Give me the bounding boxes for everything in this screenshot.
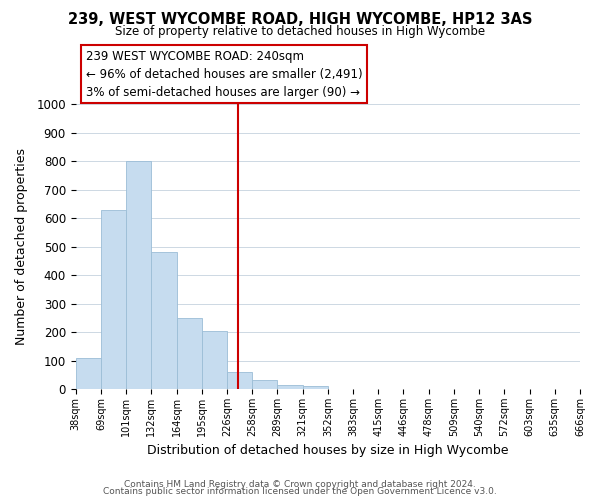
Bar <box>252 380 277 389</box>
Text: Contains HM Land Registry data © Crown copyright and database right 2024.: Contains HM Land Registry data © Crown c… <box>124 480 476 489</box>
Bar <box>176 318 202 389</box>
X-axis label: Distribution of detached houses by size in High Wycombe: Distribution of detached houses by size … <box>147 444 509 458</box>
Bar <box>126 161 151 389</box>
Bar <box>302 386 328 389</box>
Text: Size of property relative to detached houses in High Wycombe: Size of property relative to detached ho… <box>115 25 485 38</box>
Bar <box>277 385 302 389</box>
Text: 239 WEST WYCOMBE ROAD: 240sqm
← 96% of detached houses are smaller (2,491)
3% of: 239 WEST WYCOMBE ROAD: 240sqm ← 96% of d… <box>86 50 362 98</box>
Bar <box>202 330 227 389</box>
Bar <box>76 358 101 389</box>
Text: 239, WEST WYCOMBE ROAD, HIGH WYCOMBE, HP12 3AS: 239, WEST WYCOMBE ROAD, HIGH WYCOMBE, HP… <box>68 12 532 28</box>
Bar <box>227 372 252 389</box>
Bar <box>151 252 176 389</box>
Y-axis label: Number of detached properties: Number of detached properties <box>15 148 28 345</box>
Bar <box>101 210 126 389</box>
Text: Contains public sector information licensed under the Open Government Licence v3: Contains public sector information licen… <box>103 488 497 496</box>
